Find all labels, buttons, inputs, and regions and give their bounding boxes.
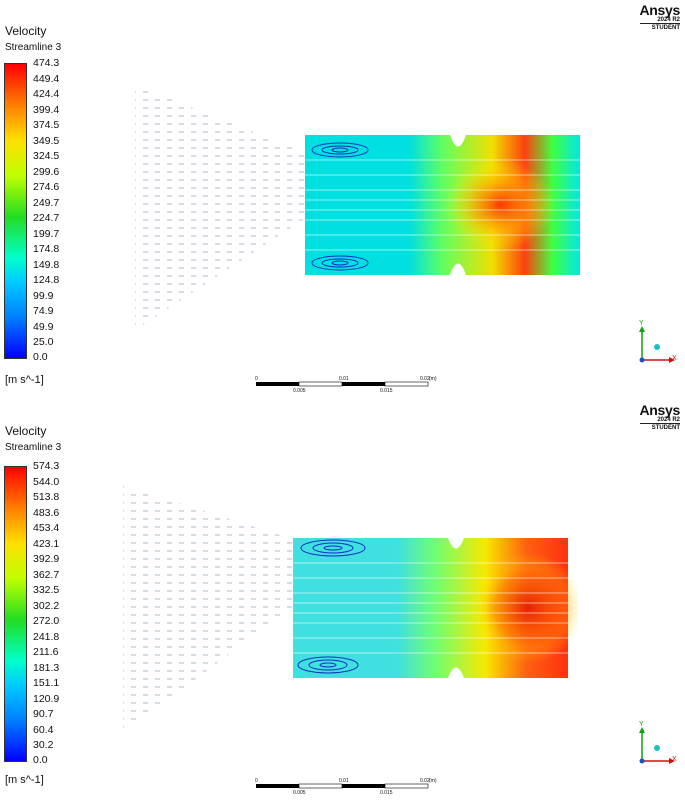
scale-unit: (m) xyxy=(429,778,437,784)
legend-tick: 332.5 xyxy=(33,584,60,596)
legend-tick: 324.5 xyxy=(33,150,60,162)
legend-tick: 90.7 xyxy=(33,708,54,720)
ansys-logo: Ansys xyxy=(639,2,680,18)
legend-tick: 174.8 xyxy=(33,243,60,255)
legend-title: Velocity xyxy=(5,424,47,438)
ansys-edition: STUDENT xyxy=(640,423,680,431)
streamline-field-top xyxy=(135,85,580,330)
axis-x-label: X xyxy=(672,355,677,362)
legend-tick: 544.0 xyxy=(33,475,60,488)
legend-tick: 513.8 xyxy=(33,491,60,503)
scale-label: 0 xyxy=(255,376,258,382)
legend-unit: [m s^-1] xyxy=(5,374,44,386)
legend-tick: 374.5 xyxy=(33,119,60,131)
inlet-vectors xyxy=(123,485,298,733)
ansys-edition: STUDENT xyxy=(640,23,680,31)
ansys-version: 2024 R2 xyxy=(657,417,680,423)
legend-tick: 423.1 xyxy=(33,537,60,550)
legend-tick: 25.0 xyxy=(33,336,54,348)
legend-tick: 299.6 xyxy=(33,165,60,178)
legend-tick: 302.2 xyxy=(33,599,60,612)
hot-zone xyxy=(473,553,578,663)
legend-title: Velocity xyxy=(5,24,47,38)
legend-tick: 99.9 xyxy=(33,289,54,302)
legend-tick: 274.6 xyxy=(33,181,60,193)
legend-tick: 199.7 xyxy=(33,227,60,240)
scale-label: 0.02 xyxy=(420,778,430,784)
legend-tick: 0.0 xyxy=(33,351,48,363)
ansys-version: 2024 R2 xyxy=(657,17,680,23)
legend-tick: 474.3 xyxy=(33,57,60,69)
legend-tick: 30.2 xyxy=(33,739,54,751)
legend-tick: 149.8 xyxy=(33,258,60,271)
inlet-vectors xyxy=(135,85,310,330)
streamline-field-bottom xyxy=(123,485,578,733)
legend-tick: 120.9 xyxy=(33,692,60,705)
scale-bar: 0 0.01 0.02 (m) 0.005 0.015 xyxy=(255,778,437,800)
scale-label: 0.02 xyxy=(420,376,430,382)
axis-y-label: Y xyxy=(639,721,644,728)
axis-y-label: Y xyxy=(639,320,644,327)
scale-unit: (m) xyxy=(429,376,437,382)
vortex-top xyxy=(311,142,369,158)
hot-zone xyxy=(445,160,555,250)
color-legend-bar xyxy=(4,466,27,762)
scale-label: 0.015 xyxy=(380,790,393,796)
axis-triad: Y X xyxy=(635,721,677,768)
legend-tick: 453.4 xyxy=(33,522,60,534)
legend-tick: 483.6 xyxy=(33,506,60,519)
legend-subtitle: Streamline 3 xyxy=(5,42,62,53)
scale-label: 0.01 xyxy=(339,376,349,382)
legend-tick: 392.9 xyxy=(33,553,60,565)
ansys-logo: Ansys xyxy=(639,402,680,418)
legend-tick: 224.7 xyxy=(33,212,60,224)
legend-tick: 272.0 xyxy=(33,615,60,627)
legend-tick: 349.5 xyxy=(33,134,60,147)
legend-tick: 449.4 xyxy=(33,72,60,85)
legend-subtitle: Streamline 3 xyxy=(5,442,62,453)
vortex-bottom xyxy=(297,656,359,674)
color-legend-bar xyxy=(4,63,27,359)
axis-x-label: X xyxy=(672,756,677,763)
legend-tick: 181.3 xyxy=(33,661,60,674)
legend-tick: 0.0 xyxy=(33,754,48,766)
legend-tick: 49.9 xyxy=(33,320,54,333)
legend-tick: 399.4 xyxy=(33,103,60,116)
scale-label: 0 xyxy=(255,778,258,784)
axis-triad: Y X xyxy=(635,320,677,367)
scale-label: 0.005 xyxy=(293,790,306,796)
legend-tick: 362.7 xyxy=(33,568,60,581)
legend-tick: 241.8 xyxy=(33,630,60,643)
vortex-top xyxy=(300,539,366,557)
legend-tick: 211.6 xyxy=(33,646,59,658)
scale-bar: 0 0.01 0.02 (m) 0.005 0.015 xyxy=(255,376,437,398)
legend-tick: 574.3 xyxy=(33,460,60,472)
streamlines xyxy=(293,562,568,654)
legend-tick: 60.4 xyxy=(33,723,54,736)
result-panel-top: Velocity Streamline 3 474.3 449.4 424.4 … xyxy=(0,0,685,398)
legend-tick: 424.4 xyxy=(33,88,60,100)
legend-tick: 151.1 xyxy=(33,677,60,689)
legend-tick: 74.9 xyxy=(33,305,54,317)
scale-label: 0.01 xyxy=(339,778,349,784)
streamlines xyxy=(305,159,580,251)
legend-tick: 124.8 xyxy=(33,274,60,286)
legend-unit: [m s^-1] xyxy=(5,774,44,786)
legend-tick: 249.7 xyxy=(33,196,60,209)
ansys-brand: Ansys 2024 R2 STUDENT xyxy=(620,2,680,31)
scale-label: 0.015 xyxy=(380,388,393,394)
result-panel-bottom: Velocity Streamline 3 574.3 544.0 513.8 … xyxy=(0,398,685,796)
ansys-brand: Ansys 2024 R2 STUDENT xyxy=(620,402,680,431)
scale-label: 0.005 xyxy=(293,388,306,394)
vortex-bottom xyxy=(311,255,369,271)
